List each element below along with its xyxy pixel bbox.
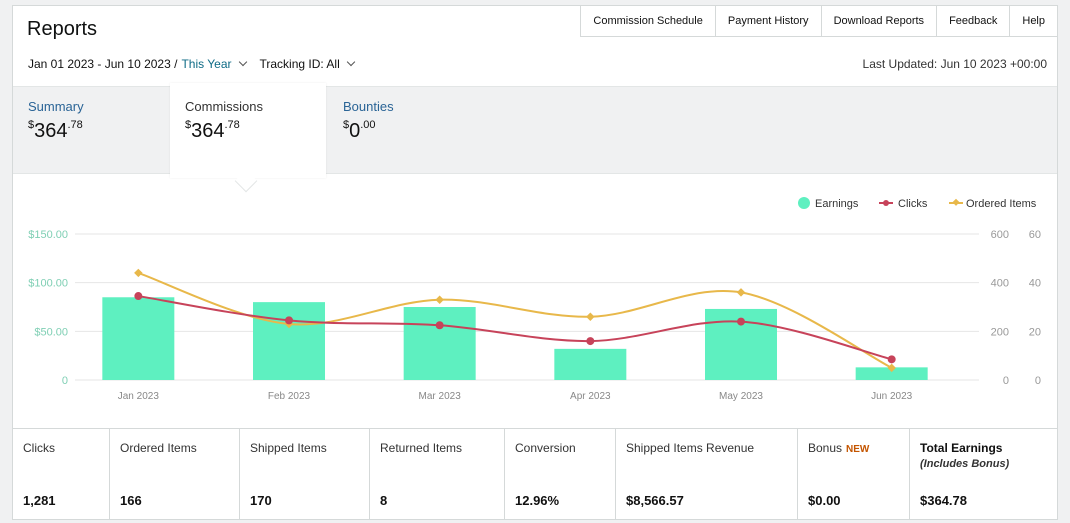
metric-label: Clicks (23, 441, 55, 455)
x-tick-label: Jan 2023 (118, 391, 160, 402)
metric-label: Returned Items (380, 441, 463, 455)
help-link[interactable]: Help (1010, 5, 1058, 37)
earnings-bar (102, 297, 175, 380)
x-tick-label: Apr 2023 (570, 391, 611, 402)
tab-bounties-label: Bounties (343, 99, 394, 114)
metric-conversion: Conversion 12.96% (505, 429, 616, 520)
ordered-items-point (586, 312, 595, 321)
earnings-bar (253, 302, 325, 380)
clicks-point (887, 355, 896, 364)
y-left-tick-label: $100.00 (28, 278, 68, 290)
earnings-bar (403, 307, 476, 380)
legend-items-marker (952, 198, 960, 206)
y-left-tick-label: $50.00 (34, 326, 68, 338)
top-links: Commission Schedule Payment History Down… (580, 5, 1058, 37)
ordered-items-line (138, 271, 893, 369)
metric-value: 8 (380, 493, 388, 508)
metric-value: 1,281 (23, 493, 56, 508)
y-right-clicks-tick-label: 400 (991, 278, 1009, 290)
earnings-chart: 0 0 0 $50.00 200 20 $100.00 400 40 $150.00 600 60 Ja… (28, 197, 1041, 402)
legend-clicks-label: Clicks (898, 198, 928, 210)
y-right-items-tick-label: 0 (1035, 375, 1041, 387)
reports-panel: Reports Commission Schedule Payment Hist… (12, 5, 1058, 520)
legend-earnings-label: Earnings (815, 198, 859, 210)
metrics-bar: Clicks 1,281 Ordered Items 166 Shipped I… (13, 428, 1057, 520)
summary-tabs: Summary $364.78 Commissions $364.78 Boun… (13, 83, 1057, 178)
earnings-bar (855, 367, 928, 380)
metric-value: $364.78 (920, 493, 967, 508)
earnings-bar (554, 348, 627, 380)
clicks-point (285, 316, 293, 325)
x-tick-label: May 2023 (719, 391, 763, 402)
period-label: This Year (181, 57, 232, 71)
metric-clicks: Clicks 1,281 (13, 429, 110, 520)
page-title: Reports (27, 18, 98, 40)
ordered-items-point (736, 288, 746, 297)
y-right-clicks-tick-label: 0 (1003, 375, 1009, 387)
x-tick-label: Mar 2023 (419, 391, 462, 402)
x-tick-label: Jun 2023 (871, 391, 913, 402)
y-right-clicks-tick-label: 600 (991, 229, 1009, 241)
y-right-clicks-tick-label: 200 (991, 326, 1009, 338)
y-right-items-tick-label: 60 (1029, 229, 1041, 241)
commission-schedule-link[interactable]: Commission Schedule (580, 5, 716, 37)
clicks-point (737, 317, 745, 326)
chevron-down-icon (238, 57, 247, 67)
metric-bonus: Bonus NEW $0.00 (798, 429, 910, 520)
tab-bounties-value: $0.00 (343, 119, 376, 142)
date-range-text: Jan 01 2023 - Jun 10 2023 / (28, 57, 178, 71)
metric-label: Total Earnings (920, 441, 1003, 455)
metric-label: Shipped Items Revenue (626, 441, 755, 455)
y-right-items-tick-label: 20 (1029, 326, 1041, 338)
metric-shipped-items: Shipped Items 170 (240, 429, 370, 520)
feedback-link[interactable]: Feedback (937, 5, 1011, 37)
legend-items-label: Ordered Items (966, 198, 1037, 210)
metric-label: Bonus NEW (808, 441, 870, 455)
ordered-items-point (435, 295, 444, 304)
y-left-tick-label: $150.00 (28, 229, 68, 241)
metric-value: 12.96% (515, 493, 560, 508)
legend-clicks-marker (883, 200, 889, 206)
tab-summary-value: $364.78 (28, 119, 83, 142)
metric-sub-label: (Includes Bonus) (920, 458, 1010, 470)
filter-bar: Jan 01 2023 - Jun 10 2023 / This Year Tr… (28, 57, 364, 71)
clicks-point (586, 337, 595, 346)
metric-value: $8,566.57 (626, 493, 684, 508)
tab-summary-label: Summary (28, 99, 84, 114)
metric-shipped-revenue: Shipped Items Revenue $8,566.57 (616, 429, 798, 520)
y-right-items-tick-label: 40 (1029, 278, 1041, 290)
ordered-items-point (134, 268, 143, 278)
metric-returned-items: Returned Items 8 (370, 429, 505, 520)
payment-history-link[interactable]: Payment History (715, 5, 822, 37)
metric-value: 166 (120, 493, 142, 508)
metric-value: $0.00 (808, 493, 841, 508)
x-tick-label: Feb 2023 (268, 391, 311, 402)
clicks-point (435, 321, 444, 330)
download-reports-link[interactable]: Download Reports (821, 5, 938, 37)
clicks-point (134, 292, 143, 301)
metric-value: 170 (250, 493, 272, 508)
metric-label: Conversion (515, 441, 576, 455)
y-left-tick-label: 0 (62, 375, 68, 387)
tab-summary[interactable]: Summary $364.78 (13, 87, 99, 175)
metric-total-earnings: Total Earnings (Includes Bonus) $364.78 (910, 429, 1057, 520)
legend-earnings-marker (798, 197, 810, 209)
tracking-id-dropdown[interactable]: Tracking ID: All (260, 57, 364, 71)
metric-label: Ordered Items (120, 441, 197, 455)
metric-label: Shipped Items (250, 441, 327, 455)
last-updated-text: Last Updated: Jun 10 2023 +00:00 (862, 57, 1047, 71)
tab-commissions[interactable]: Commissions $364.78 (170, 83, 326, 178)
tab-bounties[interactable]: Bounties $0.00 (328, 87, 409, 175)
period-dropdown[interactable]: This Year (181, 57, 255, 71)
new-badge: NEW (846, 444, 870, 455)
clicks-line (138, 295, 892, 361)
tracking-id-label: Tracking ID: All (259, 57, 340, 71)
metric-ordered-items: Ordered Items 166 (110, 429, 240, 520)
chevron-down-icon (346, 57, 355, 67)
tab-commissions-label: Commissions (185, 99, 264, 114)
tab-commissions-value: $364.78 (185, 119, 240, 142)
